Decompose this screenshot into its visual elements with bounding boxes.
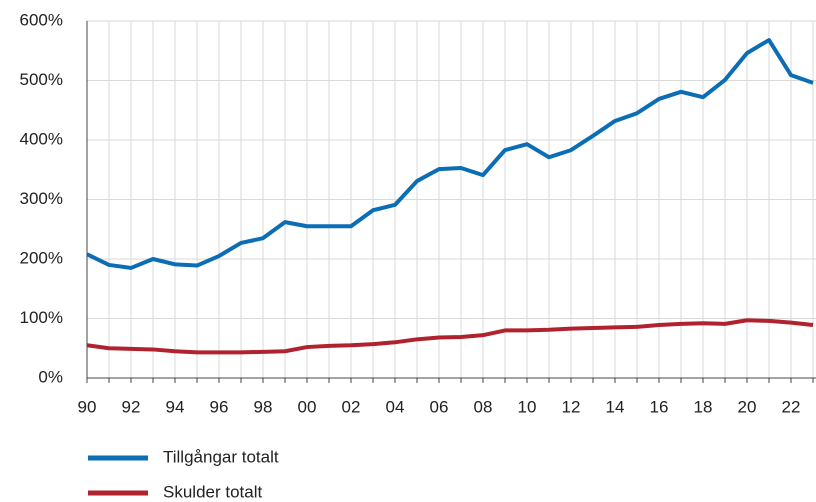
y-tick-label: 200%	[20, 248, 63, 267]
x-tick-label: 06	[430, 397, 449, 416]
y-tick-label: 600%	[20, 10, 63, 29]
x-tick-label: 92	[122, 397, 141, 416]
y-tick-label: 500%	[20, 70, 63, 89]
x-tick-label: 12	[562, 397, 581, 416]
x-tick-label: 08	[474, 397, 493, 416]
legend-label: Tillgångar totalt	[163, 447, 279, 466]
x-tick-label: 16	[650, 397, 669, 416]
x-tick-label: 04	[386, 397, 405, 416]
series-line	[86, 38, 814, 270]
x-tick-label: 96	[210, 397, 229, 416]
y-tick-label: 0%	[38, 367, 63, 386]
x-tick-label: 00	[298, 397, 317, 416]
x-tick-label: 02	[342, 397, 361, 416]
legend-label: Skulder totalt	[163, 482, 262, 501]
series-line	[86, 318, 814, 355]
y-tick-label: 300%	[20, 189, 63, 208]
x-tick-label: 22	[782, 397, 801, 416]
y-tick-label: 400%	[20, 129, 63, 148]
y-tick-label: 100%	[20, 308, 63, 327]
x-tick-label: 14	[606, 397, 625, 416]
x-tick-label: 90	[78, 397, 97, 416]
x-tick-label: 98	[254, 397, 273, 416]
x-tick-label: 94	[166, 397, 185, 416]
x-tick-label: 18	[694, 397, 713, 416]
x-tick-label: 20	[738, 397, 757, 416]
x-tick-label: 10	[518, 397, 537, 416]
